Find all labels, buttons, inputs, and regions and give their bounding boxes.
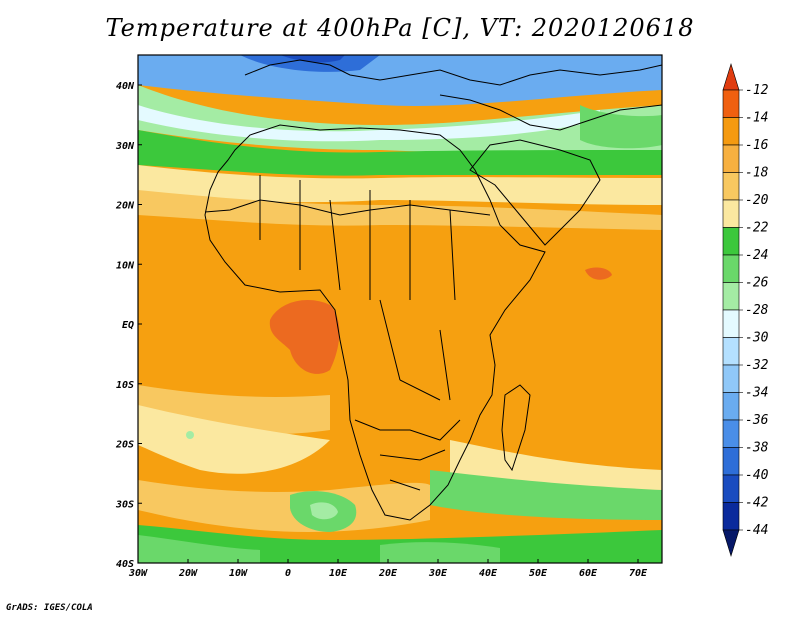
lat-tick-label: 10N xyxy=(116,260,135,271)
plot-frame xyxy=(137,54,663,564)
colorbar-label: -32 xyxy=(745,358,769,373)
lat-tick-label: 40N xyxy=(116,81,135,92)
lon-tick-label: 30W xyxy=(128,568,148,579)
colorbar-segment xyxy=(722,474,740,503)
longitude-axis: 30W 20W 10W 0 10E 20E 30E 40E 50E 60E 70E xyxy=(128,559,648,579)
colorbar-segment xyxy=(722,89,740,118)
sahel-borders xyxy=(204,199,491,216)
colorbar-segment xyxy=(722,419,740,448)
colorbar-segment xyxy=(722,144,740,173)
colorbar-label: -42 xyxy=(745,496,769,511)
lon-tick-label: 30E xyxy=(428,568,448,579)
lat-tick-label: 10S xyxy=(116,380,134,391)
lat-tick-label: 20S xyxy=(115,440,134,451)
country-borders xyxy=(259,175,456,401)
temperature-field xyxy=(138,55,662,563)
colorbar-segment xyxy=(722,392,740,421)
lat-tick-label: 30N xyxy=(115,141,135,152)
lon-tick-label: 50E xyxy=(529,568,548,579)
colorbar-label: -40 xyxy=(745,468,769,483)
colorbar-label: -36 xyxy=(745,413,769,428)
lon-tick-label: 10E xyxy=(329,568,348,579)
lon-tick-label: 20E xyxy=(378,568,398,579)
colorbar-label: -16 xyxy=(745,138,769,153)
colorbar-segment xyxy=(722,172,740,201)
arabia-outline xyxy=(469,139,601,246)
colorbar-label: -38 xyxy=(745,441,769,456)
latitude-axis: 40N 30N 20N 10N EQ 10S 20S 30S 40S xyxy=(115,81,142,570)
colorbar-label: -30 xyxy=(745,331,769,346)
colorbar-segment xyxy=(722,199,740,228)
colorbar-label: -28 xyxy=(745,303,769,318)
colorbar-segment xyxy=(722,337,740,366)
colorbar: -12 -14 -16 -18 -20 -22 -24 -26 -28 -30 -32 -34 -36 -… xyxy=(722,62,769,558)
colorbar-label: -14 xyxy=(745,111,768,126)
colorbar-segment xyxy=(722,502,740,531)
colorbar-label: -20 xyxy=(745,193,769,208)
colorbar-segment xyxy=(722,227,740,256)
colorbar-segment xyxy=(722,447,740,476)
colorbar-label: -44 xyxy=(745,523,768,538)
lat-tick-label: 40S xyxy=(116,559,134,570)
colorbar-label: -18 xyxy=(745,166,769,181)
europe-outline xyxy=(244,59,663,86)
lon-tick-label: 40E xyxy=(479,568,498,579)
colorbar-segment xyxy=(722,282,740,311)
map-title: Temperature at 400hPa [C], VT: 202012061… xyxy=(105,14,695,42)
lat-tick-label: 30S xyxy=(115,499,134,510)
lon-tick-label: 20W xyxy=(178,568,198,579)
colorbar-segment xyxy=(722,254,740,283)
lon-tick-label: 0 xyxy=(285,568,291,579)
colorbar-label: -12 xyxy=(745,83,769,98)
lat-tick-label: 20N xyxy=(115,201,135,212)
madagascar-outline xyxy=(501,384,531,472)
footer-credit: GrADS: IGES/COLA xyxy=(6,603,93,613)
lon-tick-label: 60E xyxy=(579,568,598,579)
lon-tick-label: 10W xyxy=(229,568,248,579)
colorbar-segment xyxy=(722,309,740,338)
colorbar-label: -22 xyxy=(745,221,769,236)
colorbar-label: -34 xyxy=(745,386,768,401)
lon-tick-label: 70E xyxy=(629,568,648,579)
middle-east-outline xyxy=(439,94,663,131)
colorbar-arrow-top xyxy=(722,62,740,91)
colorbar-arrow-bottom xyxy=(722,529,740,558)
colorbar-label: -24 xyxy=(745,248,768,263)
africa-outline xyxy=(204,124,546,521)
colorbar-segment xyxy=(722,364,740,393)
coastlines xyxy=(204,59,663,521)
lat-tick-label: EQ xyxy=(122,320,134,331)
colorbar-label: -26 xyxy=(745,276,769,291)
southern-borders xyxy=(354,419,461,491)
colorbar-segment xyxy=(722,117,740,146)
